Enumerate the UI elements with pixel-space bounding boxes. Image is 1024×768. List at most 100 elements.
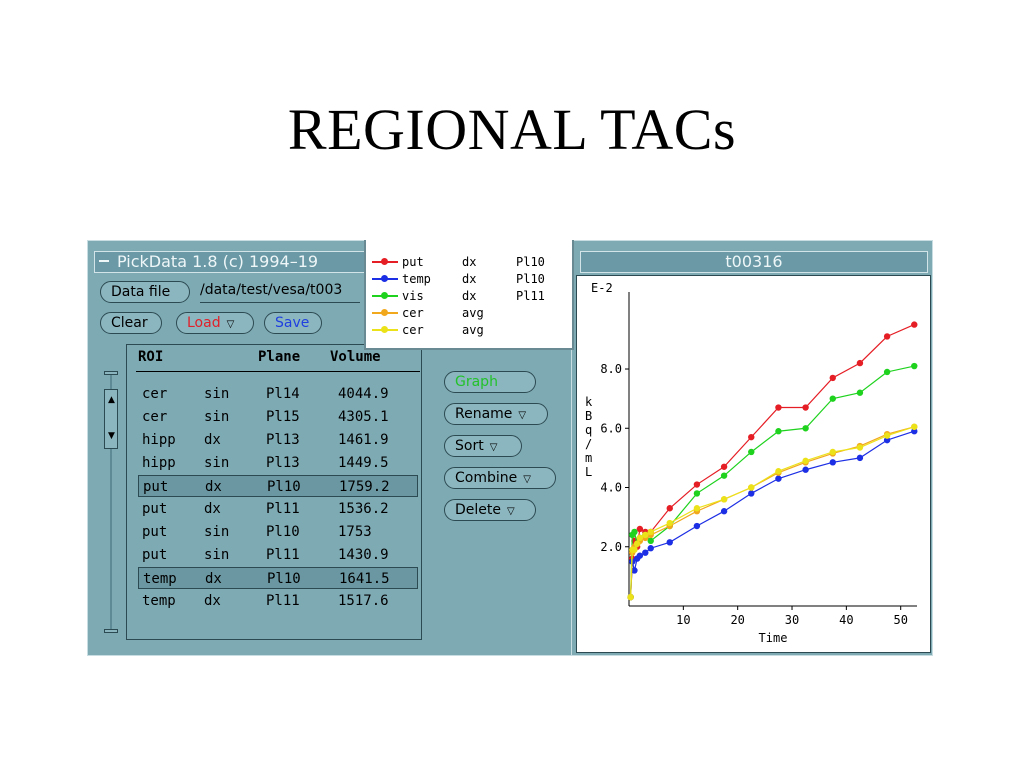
roi-row[interactable]: put dx Pl11 1536.2	[138, 498, 418, 520]
rename-label: Rename	[455, 406, 513, 422]
list-scrollbar[interactable]: ▲ ▼	[104, 371, 118, 633]
data-point-cer	[647, 528, 654, 536]
data-point-vis	[748, 448, 755, 456]
save-button[interactable]: Save	[264, 312, 322, 334]
legend-swatch-icon	[372, 326, 398, 333]
row-volume: 1759.2	[339, 479, 390, 495]
load-dropdown-icon: ▽	[226, 319, 235, 330]
graph-button[interactable]: Graph	[444, 371, 536, 393]
plot-window-title: t00316	[725, 252, 783, 271]
data-point-temp	[802, 466, 809, 473]
delete-dropdown-icon: ▽	[507, 506, 515, 517]
data-file-label: Data file	[111, 284, 171, 300]
plot-window-menu-icon[interactable]	[585, 254, 599, 268]
clear-button[interactable]: Clear	[100, 312, 162, 334]
x-tick-label: 50	[893, 613, 907, 627]
slide-title: REGIONAL TACs	[287, 97, 737, 162]
series-line-cer	[630, 426, 915, 598]
sort-label: Sort	[455, 438, 484, 454]
data-point-put	[802, 404, 809, 411]
window-menu-icon[interactable]	[97, 254, 111, 268]
roi-row[interactable]: hipp dx Pl13 1461.9	[138, 429, 418, 451]
legend-side: avg	[462, 323, 484, 337]
delete-label: Delete	[455, 502, 501, 518]
legend-name: vis	[402, 289, 424, 303]
delete-button[interactable]: Delete ▽	[444, 499, 536, 521]
scroll-rail	[110, 371, 112, 633]
data-point-temp	[636, 552, 644, 559]
sort-dropdown-icon: ▽	[489, 442, 498, 453]
data-point-vis	[631, 528, 638, 536]
rename-dropdown-icon: ▽	[518, 410, 527, 421]
scroll-top-cap[interactable]	[104, 371, 118, 375]
data-point-put	[693, 481, 701, 488]
data-point-vis	[911, 362, 918, 370]
legend-entry: temp dx Pl10	[370, 271, 570, 287]
row-volume: 1430.9	[338, 547, 389, 563]
scroll-up-icon[interactable]: ▲	[108, 395, 115, 405]
roi-row[interactable]: temp dx Pl11 1517.6	[138, 590, 418, 612]
row-side: sin	[204, 455, 230, 471]
data-point-cer	[829, 448, 836, 456]
data-point-cer	[802, 457, 809, 465]
legend-swatch-icon	[372, 275, 398, 282]
legend-name: temp	[402, 272, 431, 286]
legend-swatch-icon	[372, 309, 398, 316]
legend-name: cer	[402, 306, 424, 320]
data-point-put	[720, 463, 728, 470]
combine-label: Combine	[455, 470, 518, 486]
row-roi: hipp	[142, 432, 176, 448]
combine-dropdown-icon: ▽	[523, 474, 531, 485]
sort-button[interactable]: Sort ▽	[444, 435, 522, 457]
data-point-vis	[720, 472, 728, 479]
legend-popup: put dx Pl10 temp dx Pl10 vis dx Pl11 cer avg cer avg	[364, 240, 574, 350]
row-roi: hipp	[142, 455, 176, 471]
scroll-thumb[interactable]: ▲ ▼	[104, 389, 118, 449]
data-point-put	[883, 333, 891, 340]
y-exponent-label: E-2	[591, 281, 613, 295]
row-side: dx	[204, 501, 221, 517]
row-side: sin	[204, 409, 230, 425]
roi-row[interactable]: put sin Pl11 1430.9	[138, 544, 418, 566]
pickdata-titlebar[interactable]: PickData 1.8 (c) 1994–19	[94, 251, 394, 273]
plot-titlebar[interactable]: t00316	[580, 251, 928, 273]
data-point-cer	[666, 519, 673, 527]
data-point-temp	[856, 454, 864, 462]
data-point-put	[856, 359, 864, 367]
row-roi: put	[143, 479, 169, 495]
roi-row[interactable]: cer sin Pl14 4044.9	[138, 383, 418, 405]
data-point-put	[666, 505, 673, 512]
roi-row[interactable]: temp dx Pl10 1641.5	[138, 567, 418, 589]
series-line-put	[630, 324, 915, 598]
scroll-bottom-cap[interactable]	[104, 629, 118, 633]
roi-row[interactable]: cer sin Pl15 4305.1	[138, 406, 418, 428]
scroll-down-icon[interactable]: ▼	[108, 431, 115, 441]
window-title: PickData 1.8 (c) 1994–19	[117, 252, 319, 271]
row-side: sin	[204, 386, 230, 402]
data-point-temp	[748, 490, 755, 497]
rename-button[interactable]: Rename ▽	[444, 403, 548, 425]
row-volume: 4305.1	[338, 409, 389, 425]
data-point-cer	[693, 505, 701, 512]
row-plane: Pl13	[266, 455, 300, 471]
legend-name: put	[402, 255, 424, 269]
data-file-button[interactable]: Data file	[100, 281, 190, 303]
data-point-cer	[636, 534, 644, 542]
legend-plane: Pl11	[516, 289, 545, 303]
roi-row[interactable]: put dx Pl10 1759.2	[138, 475, 418, 497]
data-point-temp	[642, 549, 649, 556]
roi-row[interactable]: put sin Pl10 1753	[138, 521, 418, 543]
data-point-vis	[693, 490, 701, 497]
legend-side: dx	[462, 255, 477, 269]
legend-entry: cer avg	[370, 305, 570, 321]
row-plane: Pl15	[266, 409, 300, 425]
row-roi: cer	[142, 409, 168, 425]
legend-name: cer	[402, 323, 424, 337]
load-button[interactable]: Load ▽	[176, 312, 254, 334]
data-point-cer	[633, 540, 641, 547]
combine-button[interactable]: Combine ▽	[444, 467, 556, 489]
x-tick-label: 30	[785, 613, 799, 627]
legend-entry: put dx Pl10	[370, 254, 570, 270]
roi-row[interactable]: hipp sin Pl13 1449.5	[138, 452, 418, 474]
